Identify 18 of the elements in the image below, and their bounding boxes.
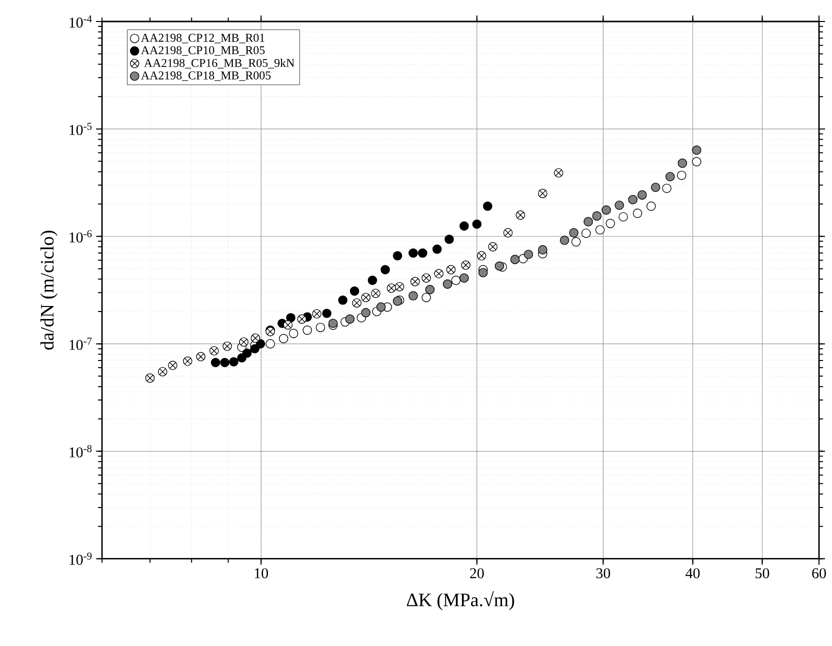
x-tick-label: 10 xyxy=(254,568,268,578)
x-axis-title: ΔK (MPa.√m) xyxy=(406,591,514,610)
x-tick-label: 60 xyxy=(812,568,826,578)
x-tick-label: 20 xyxy=(470,568,484,578)
y-axis-title: da/dN (m/ciclo) xyxy=(40,230,58,350)
y-tick-label: 10$^{-4}$ xyxy=(70,15,92,28)
y-tick-label: 10$^{-5}$ xyxy=(70,122,92,136)
y-tick-label: 10$^{-6}$ xyxy=(70,230,92,243)
y-tick-label: 10$^{-8}$ xyxy=(70,445,92,458)
legend-label: AA2198_CP16_MB_R05_9kN xyxy=(144,58,294,68)
y-tick-label: 10$^{-9}$ xyxy=(70,552,92,565)
x-tick-label: 50 xyxy=(756,568,770,578)
legend-label: AA2198_CP18_MB_R005 xyxy=(140,71,271,81)
x-tick-label: 40 xyxy=(686,568,700,578)
legend-label: AA2198_CP10_MB_R05 xyxy=(140,46,265,56)
x-tick-label: 30 xyxy=(596,568,610,578)
legend-label: AA2198_CP12_MB_R01 xyxy=(140,34,264,44)
y-tick-label: 10$^{-7}$ xyxy=(70,338,92,350)
